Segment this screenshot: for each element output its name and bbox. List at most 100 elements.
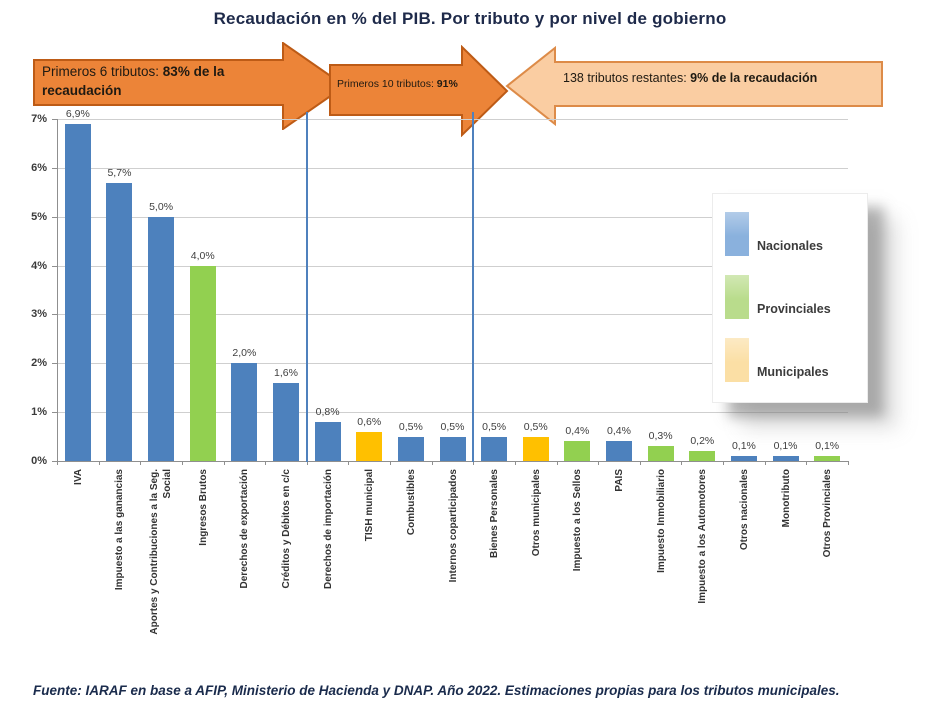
section-divider-line bbox=[472, 112, 475, 462]
x-axis-tick bbox=[723, 461, 725, 465]
y-axis-tick-label: 6% bbox=[31, 161, 47, 174]
annotation-bold: 9% de la recaudación bbox=[690, 71, 818, 85]
x-axis-label-text: Monotributo bbox=[780, 469, 792, 528]
x-axis-tick bbox=[514, 461, 516, 465]
x-axis-label: Impuesto a los Sellos bbox=[563, 469, 591, 639]
legend-swatch bbox=[725, 338, 749, 382]
x-axis-label: PAIS bbox=[605, 469, 633, 639]
y-axis-tick-label: 4% bbox=[31, 259, 47, 272]
x-axis-label-text: Otros nacionales bbox=[738, 469, 750, 551]
gridline bbox=[57, 314, 848, 316]
bar-derechos-de-exportaci-n bbox=[231, 363, 258, 461]
bar-value-label: 0,4% bbox=[607, 425, 631, 438]
x-axis-label: IVA bbox=[64, 469, 92, 639]
bar-impuesto-a-los-automotores bbox=[689, 451, 716, 461]
gridline bbox=[57, 119, 848, 120]
x-axis-tick bbox=[681, 461, 683, 465]
x-axis-label: Impuesto a las ganancias bbox=[105, 469, 133, 639]
legend-box: Nacionales Provinciales Municipales bbox=[712, 193, 868, 403]
y-axis-tick-label: 2% bbox=[31, 357, 47, 370]
gridline bbox=[57, 363, 848, 365]
x-axis-label: Otros Provinciales bbox=[813, 469, 841, 639]
x-axis-tick bbox=[806, 461, 808, 465]
x-axis-tick bbox=[473, 461, 475, 465]
x-axis-tick bbox=[390, 461, 392, 465]
x-axis-label-text: IVA bbox=[72, 469, 84, 485]
annotation-remaining-138-tributes: 138 tributos restantes: 9% de la recauda… bbox=[563, 71, 883, 85]
annotation-first-6-tributes: Primeros 6 tributos: 83% de la recaudaci… bbox=[42, 62, 280, 100]
x-axis-label-text: Internos coparticipados bbox=[447, 469, 458, 583]
x-axis-label: Internos coparticipados bbox=[439, 469, 467, 639]
bar-value-label: 0,1% bbox=[773, 440, 798, 453]
annotation-prefix: Primeros 6 tributos: bbox=[42, 64, 163, 79]
x-axis-label-text: Bienes Personales bbox=[488, 469, 500, 558]
x-axis-label-text: Combustibles bbox=[405, 469, 417, 536]
x-axis-label: Otros municipales bbox=[522, 469, 550, 639]
bar-otros-nacionales bbox=[730, 456, 757, 461]
x-axis-label: Combustibles bbox=[397, 469, 425, 639]
x-axis-tick bbox=[98, 461, 100, 465]
legend-label: Nacionales bbox=[757, 239, 824, 253]
x-axis-label-text: Otros municipales bbox=[530, 469, 542, 557]
legend-item-nacionales: Nacionales bbox=[725, 212, 853, 256]
bar-bienes-personales bbox=[481, 436, 508, 461]
y-axis-tick bbox=[52, 167, 57, 169]
x-axis-label-text: Ingresos Brutos bbox=[197, 469, 209, 546]
x-axis-tick bbox=[306, 461, 308, 465]
x-axis-label: Impuesto a los Automotores bbox=[688, 469, 716, 639]
gridline bbox=[57, 412, 848, 414]
gridline bbox=[57, 265, 848, 267]
bar-impuesto-inmobiliario bbox=[647, 446, 674, 461]
x-axis-tick bbox=[181, 461, 183, 465]
annotation-bold: 91% bbox=[436, 78, 458, 90]
bar-impuesto-a-las-ganancias bbox=[106, 182, 133, 461]
arrow-shape-first-10 bbox=[329, 45, 509, 137]
legend-label: Provinciales bbox=[757, 302, 831, 316]
bar-cr-ditos-y-d-bitos-en-c-c bbox=[272, 382, 299, 461]
bar-value-label: 2,0% bbox=[232, 347, 257, 360]
bar-aportes-y-contribuciones-a-la-seg-social bbox=[148, 216, 175, 461]
annotation-prefix: Primeros 10 tributos: bbox=[337, 78, 437, 90]
gridline bbox=[57, 216, 848, 218]
x-axis-label-text: Impuesto a las ganancias bbox=[113, 469, 125, 591]
x-axis-tick bbox=[348, 461, 350, 465]
y-axis-tick-label: 1% bbox=[31, 406, 47, 419]
x-axis-label-text: Derechos de importación bbox=[322, 469, 334, 590]
x-axis-tick bbox=[556, 461, 558, 465]
bar-iva bbox=[64, 123, 91, 461]
x-axis-label: Créditos y Débitos en c/c bbox=[272, 469, 300, 639]
y-axis-tick bbox=[52, 412, 57, 414]
bar-monotributo bbox=[772, 456, 799, 461]
y-axis-tick bbox=[52, 363, 57, 365]
gridline bbox=[57, 167, 848, 169]
bar-value-label: 0,4% bbox=[565, 425, 590, 438]
source-note: Fuente: IARAF en base a AFIP, Ministerio… bbox=[33, 683, 840, 698]
y-axis-tick bbox=[52, 265, 57, 267]
y-axis-tick-label: 7% bbox=[31, 113, 47, 125]
bar-value-label: 0,1% bbox=[815, 440, 840, 453]
x-axis-label-text: Impuesto a los Sellos bbox=[571, 469, 583, 572]
y-axis-tick bbox=[52, 216, 57, 218]
legend-swatch bbox=[725, 275, 749, 319]
legend-item-provinciales: Provinciales bbox=[725, 275, 853, 319]
x-axis-label-text: PAIS bbox=[613, 469, 625, 492]
bar-tish-municipal bbox=[356, 431, 383, 461]
bar-ingresos-brutos bbox=[189, 265, 216, 461]
x-axis-label-text: Derechos de exportación bbox=[238, 469, 250, 589]
bar-value-label: 0,5% bbox=[482, 420, 507, 433]
bar-value-label: 0,2% bbox=[690, 435, 715, 448]
x-axis-label: Monotributo bbox=[772, 469, 800, 639]
bar-value-label: 5,0% bbox=[149, 200, 174, 213]
x-axis-label-text: Aportes y Contribuciones a la Seg. Socia… bbox=[149, 469, 174, 635]
bar-value-label: 0,5% bbox=[523, 420, 548, 433]
legend-item-municipales: Municipales bbox=[725, 338, 853, 382]
x-axis-label: TISH municipal bbox=[355, 469, 383, 639]
x-axis-line bbox=[56, 461, 848, 462]
bar-pais bbox=[606, 441, 633, 461]
bar-internos-coparticipados bbox=[439, 436, 466, 461]
bar-value-label: 4,0% bbox=[190, 249, 215, 262]
x-axis-tick bbox=[598, 461, 600, 465]
x-axis-label: Derechos de exportación bbox=[230, 469, 258, 639]
bar-value-label: 0,5% bbox=[440, 420, 465, 433]
